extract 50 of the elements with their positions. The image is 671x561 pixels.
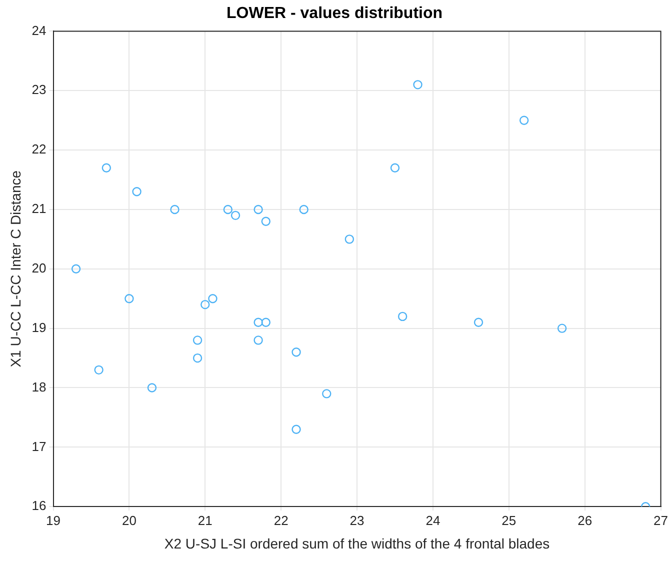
y-tick-label: 18 (32, 379, 46, 394)
y-tick-label: 23 (32, 82, 46, 98)
point (322, 389, 332, 398)
point (292, 347, 301, 357)
point (94, 365, 104, 375)
x-tick-label: 27 (654, 512, 668, 528)
y-tick-label: 16 (32, 498, 46, 514)
point (223, 204, 233, 214)
x-tick-label: 21 (198, 512, 212, 528)
chart-title: LOWER - values distribution (226, 5, 443, 22)
point (147, 383, 157, 392)
x-tick-label: 24 (426, 512, 440, 528)
point (192, 336, 202, 345)
x-tick-label: 23 (350, 512, 364, 528)
point (557, 324, 567, 333)
x-tick-label: 26 (578, 512, 592, 528)
point (292, 424, 301, 434)
x-axis-title: X2 U-SJ L-SI ordered sum of the widths of the 4 frontal blades (164, 535, 550, 552)
point (261, 216, 270, 226)
y-axis-title: X1 U-CC L-CC Inter C Distance (7, 170, 24, 368)
y-tick-label: 19 (32, 320, 46, 335)
point (102, 163, 112, 172)
x-tick-label: 25 (502, 512, 516, 528)
point (413, 80, 422, 90)
x-tick-label: 20 (122, 512, 136, 528)
point (254, 318, 263, 327)
point (299, 204, 308, 214)
point (254, 336, 263, 345)
point (124, 294, 134, 304)
point (474, 318, 484, 327)
point (192, 353, 202, 363)
point (519, 116, 529, 125)
x-tick-label: 22 (274, 512, 288, 528)
point (170, 204, 180, 214)
point (132, 187, 142, 196)
point (71, 264, 81, 274)
point (254, 204, 263, 214)
point (230, 210, 240, 220)
point (398, 312, 408, 322)
y-tick-label: 20 (32, 260, 46, 276)
point (344, 234, 354, 244)
point (200, 300, 210, 310)
y-tick-label: 22 (32, 142, 46, 157)
point (261, 318, 270, 327)
y-tick-label: 17 (32, 438, 46, 454)
x-tick-label: 19 (46, 512, 60, 528)
point (208, 294, 218, 304)
point (390, 163, 400, 172)
y-tick-label: 24 (32, 22, 46, 38)
y-tick-label: 21 (32, 201, 46, 216)
